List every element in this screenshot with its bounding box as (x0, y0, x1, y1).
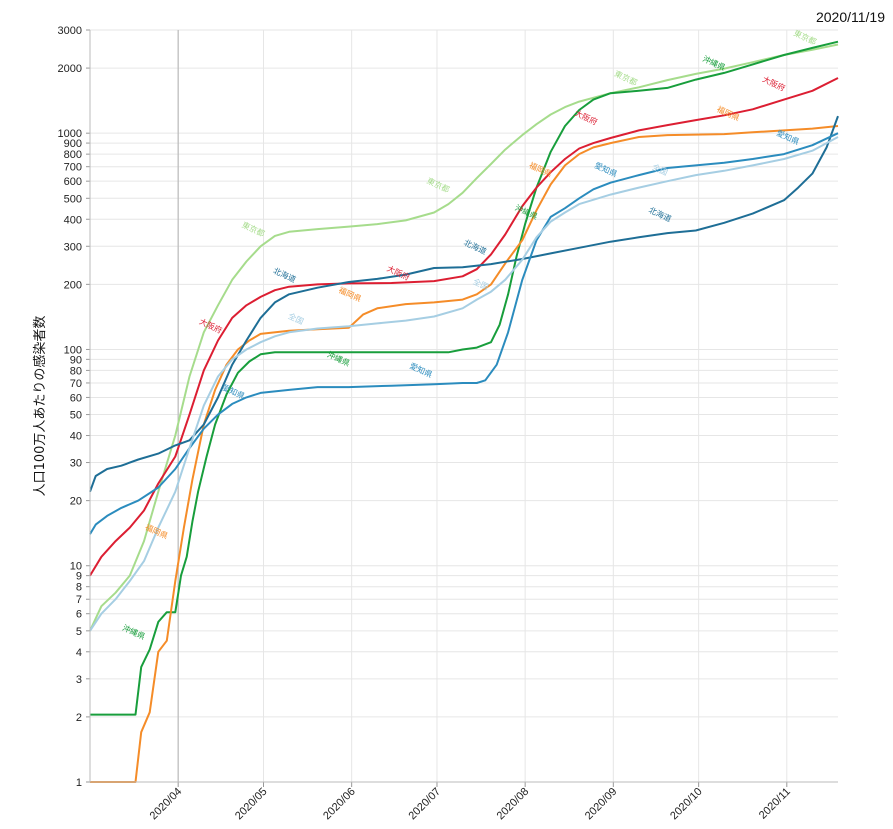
series-label: 福岡県 (337, 285, 363, 303)
y-tick-label: 3 (76, 674, 82, 686)
y-tick-label: 7 (76, 594, 82, 606)
series-line-2 (89, 77, 839, 577)
date-label: 2020/11/19 (816, 9, 885, 25)
y-tick-label: 400 (64, 214, 82, 226)
y-tick-label: 200 (64, 279, 82, 291)
y-tick-label: 700 (64, 162, 82, 174)
y-tick-label: 70 (70, 378, 82, 390)
series-label: 大阪府 (385, 263, 411, 282)
series-line-0 (89, 43, 839, 632)
y-tick-label: 900 (64, 138, 82, 150)
y-tick-label: 9 (76, 571, 82, 583)
series-lines (89, 40, 839, 783)
y-tick-label: 500 (64, 193, 82, 205)
series-label: 大阪府 (761, 74, 787, 93)
series-labels: 東京都東京都東京都東京都沖縄県沖縄県沖縄県沖縄県大阪府大阪府大阪府大阪府福岡県福… (121, 28, 818, 642)
grid (90, 29, 838, 783)
y-tick-label: 8 (76, 582, 82, 594)
y-tick-label: 10 (70, 561, 82, 573)
series-label: 全国 (287, 311, 306, 327)
y-tick-label: 1000 (58, 128, 82, 140)
y-tick-label: 100 (64, 344, 82, 356)
series-line-6 (89, 136, 839, 632)
series-label: 福岡県 (715, 105, 741, 123)
x-tick-label: 2020/11 (757, 786, 793, 822)
series-line-1 (90, 40, 839, 716)
series-line-4 (89, 115, 839, 493)
series-label: 北海道 (647, 205, 673, 224)
x-tick-label: 2020/07 (406, 786, 443, 823)
y-tick-label: 2 (76, 712, 82, 724)
y-tick-label: 600 (64, 176, 82, 188)
series-label: 愛知県 (593, 160, 619, 179)
y-tick-label: 60 (70, 392, 82, 404)
y-axis-label: 人口100万人あたりの感染者数 (32, 316, 48, 497)
series-line-3 (90, 125, 839, 783)
series-label: 東京都 (240, 219, 266, 238)
x-tick-label: 2020/10 (668, 786, 705, 823)
series-label: 北海道 (272, 265, 298, 284)
y-tick-label: 50 (70, 410, 82, 422)
x-axis: 2020/04 2020/05 2020/06 2020/07 2020/08 2020/… (90, 781, 838, 823)
y-tick-label: 3000 (58, 25, 82, 37)
y-tick-label: 30 (70, 458, 82, 470)
series-label: 愛知県 (408, 360, 434, 379)
series-label: 全国 (472, 276, 491, 292)
x-tick-label: 2020/04 (148, 786, 185, 823)
y-tick-label: 4 (76, 647, 82, 659)
x-tick-label: 2020/06 (321, 786, 358, 823)
series-label: 東京都 (425, 175, 451, 194)
x-tick-label: 2020/05 (233, 786, 270, 823)
y-tick-label: 1 (76, 777, 82, 789)
y-tick-label: 90 (70, 354, 82, 366)
y-tick-label: 80 (70, 365, 82, 377)
y-tick-label: 20 (70, 496, 82, 508)
series-line-5 (89, 132, 839, 535)
x-tick-label: 2020/09 (583, 786, 620, 823)
y-tick-label: 2000 (58, 63, 82, 75)
series-label: 北海道 (462, 237, 488, 256)
series-label: 東京都 (613, 68, 639, 87)
series-label: 福岡県 (144, 523, 170, 541)
series-label: 沖縄県 (121, 622, 147, 641)
y-tick-label: 5 (76, 626, 82, 638)
series-label: 全国 (651, 162, 670, 178)
series-label: 大阪府 (573, 108, 599, 127)
y-tick-label: 800 (64, 149, 82, 161)
y-tick-label: 40 (70, 431, 82, 443)
x-tick-label: 2020/08 (495, 786, 532, 823)
y-tick-label: 300 (64, 241, 82, 253)
y-tick-label: 6 (76, 609, 82, 621)
